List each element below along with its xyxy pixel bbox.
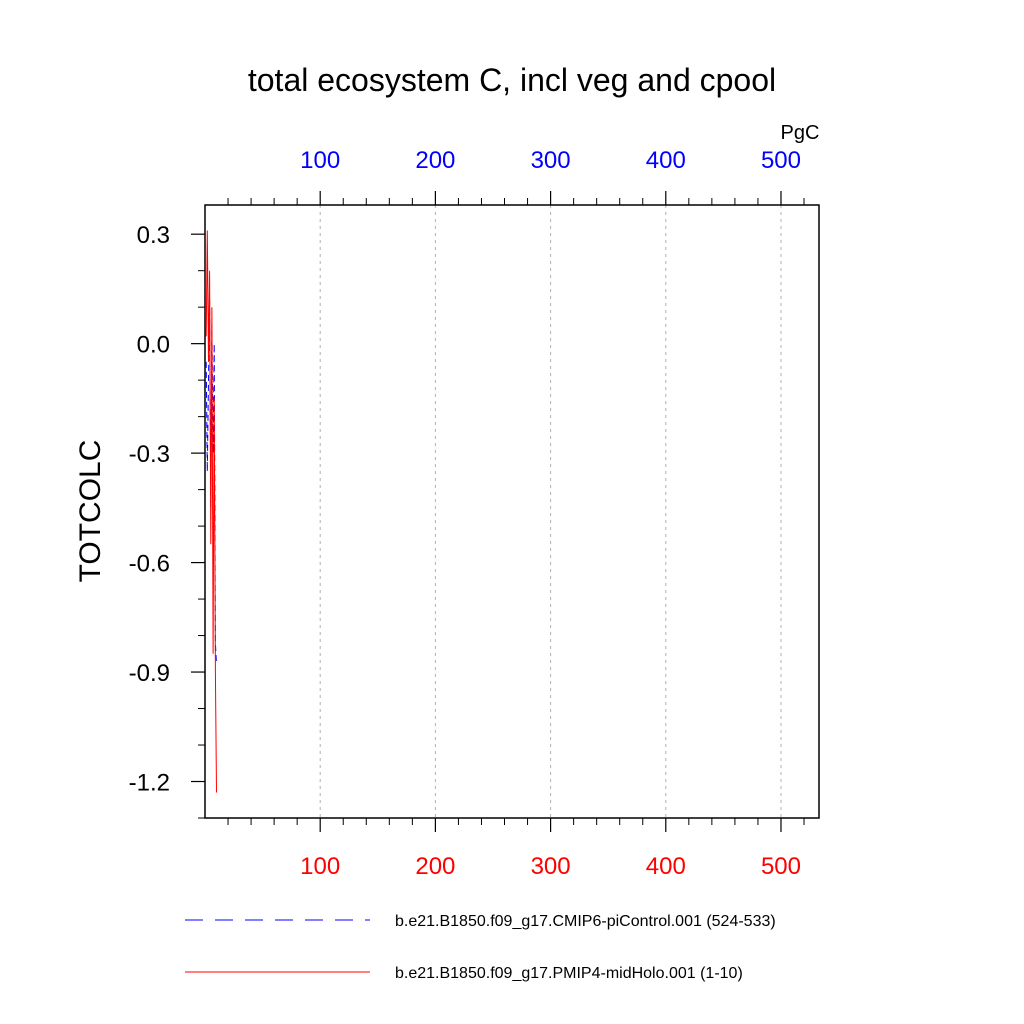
top-tick-label: 100 bbox=[300, 147, 340, 174]
bottom-tick-label: 500 bbox=[761, 853, 801, 880]
legend-label-2: b.e21.B1850.f09_g17.PMIP4-midHolo.001 (1… bbox=[395, 965, 743, 982]
bottom-tick-label: 100 bbox=[300, 853, 340, 880]
y-tick-label: 0.3 bbox=[137, 222, 170, 249]
axis-ticks bbox=[191, 191, 805, 832]
y-tick-label: -0.3 bbox=[129, 441, 170, 468]
y-tick-label: -1.2 bbox=[129, 770, 170, 797]
y-axis-label: TOTCOLC bbox=[74, 440, 107, 583]
bottom-tick-label: 200 bbox=[415, 853, 455, 880]
legend: b.e21.B1850.f09_g17.CMIP6-piControl.001 … bbox=[185, 913, 776, 982]
series-lines bbox=[205, 230, 217, 793]
top-axis-unit: PgC bbox=[781, 122, 820, 144]
chart-title: total ecosystem C, incl veg and cpool bbox=[247, 62, 777, 98]
plot-frame bbox=[204, 204, 820, 819]
y-tick-label: -0.9 bbox=[129, 660, 170, 687]
legend-label-1: b.e21.B1850.f09_g17.CMIP6-piControl.001 … bbox=[395, 913, 776, 930]
series-line-2 bbox=[205, 230, 217, 793]
axis-labels: 100 100 200 200 300 300 400 400 500 500 0.3 0.0 -0.3… bbox=[129, 147, 801, 880]
top-tick-label: 200 bbox=[415, 147, 455, 174]
bottom-tick-label: 400 bbox=[646, 853, 686, 880]
top-tick-label: 300 bbox=[531, 147, 571, 174]
grid-lines bbox=[319, 205, 782, 818]
y-tick-label: -0.6 bbox=[129, 551, 170, 578]
top-tick-label: 400 bbox=[646, 147, 686, 174]
top-tick-label: 500 bbox=[761, 147, 801, 174]
bottom-tick-label: 300 bbox=[531, 853, 571, 880]
y-tick-label: 0.0 bbox=[137, 332, 170, 359]
